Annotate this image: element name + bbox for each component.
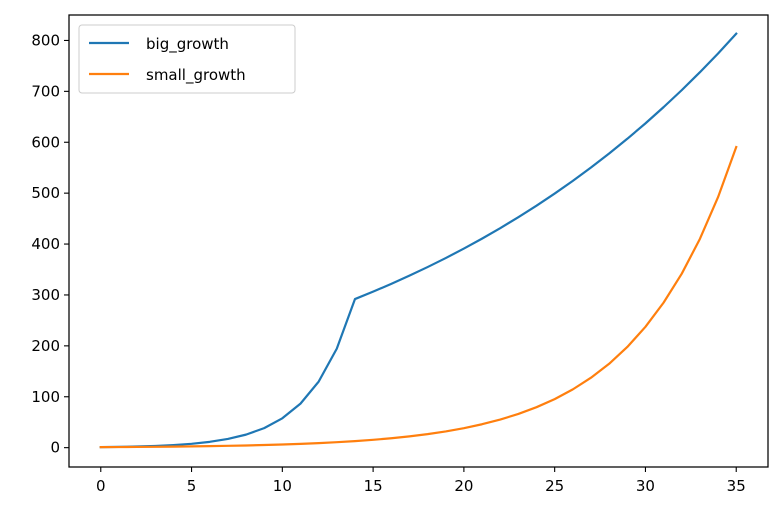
y-tick-label: 600: [31, 133, 60, 151]
x-tick-label: 35: [727, 477, 746, 495]
legend: big_growth small_growth: [78, 24, 296, 94]
y-tick-label: 300: [31, 286, 60, 304]
y-tick-label: 100: [31, 388, 60, 406]
y-axis: 0 100 200 300 400 500 600 700 800: [31, 31, 69, 457]
y-tick-label: 700: [31, 82, 60, 100]
x-tick-label: 10: [273, 477, 292, 495]
y-tick-label: 200: [31, 337, 60, 355]
y-tick-label: 500: [31, 184, 60, 202]
y-tick-label: 800: [31, 31, 60, 49]
legend-label-small-growth: small_growth: [146, 66, 246, 85]
x-tick-label: 20: [454, 477, 473, 495]
series-line-small-growth: [99, 145, 738, 449]
y-tick-label: 400: [31, 235, 60, 253]
series-line-big-growth: [99, 32, 738, 449]
x-tick-label: 5: [187, 477, 197, 495]
y-tick-label: 0: [50, 439, 60, 457]
x-axis: 0 5 10 15 20 25 30 35: [96, 467, 746, 495]
x-tick-label: 30: [636, 477, 655, 495]
x-tick-label: 25: [545, 477, 564, 495]
legend-box: [78, 24, 296, 94]
series-layer: [99, 32, 738, 449]
plot-frame: [68, 14, 769, 468]
x-tick-label: 15: [364, 477, 383, 495]
legend-label-big-growth: big_growth: [146, 35, 229, 54]
x-tick-label: 0: [96, 477, 106, 495]
